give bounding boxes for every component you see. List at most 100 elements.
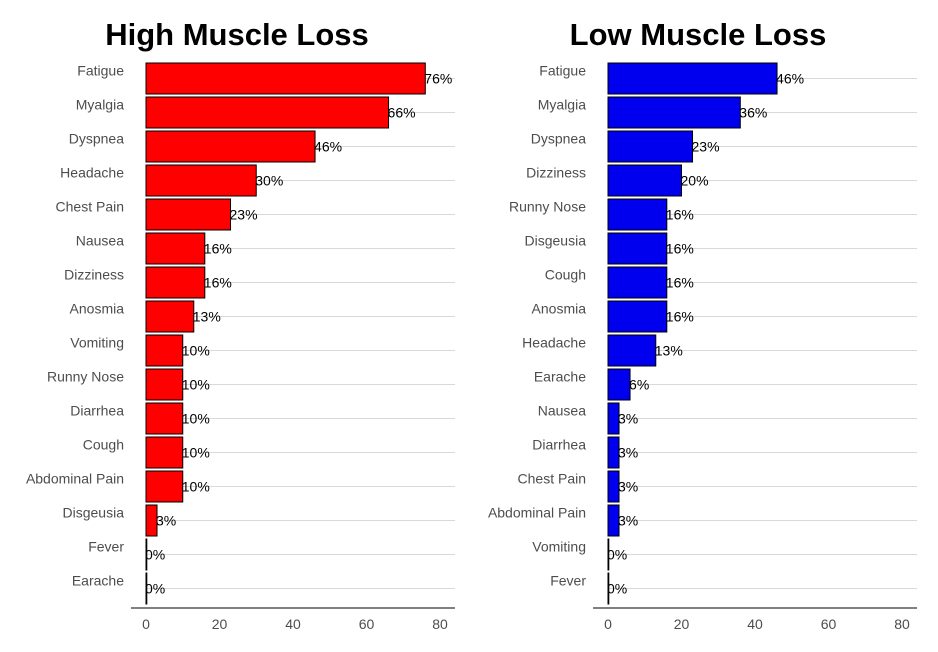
category-label: Myalgia <box>538 97 586 113</box>
category-label: Abdominal Pain <box>488 505 586 521</box>
high-muscle-loss-chart: High Muscle Loss Fatigue 76% Myalgia 66% Dys… <box>26 17 455 632</box>
bar <box>607 232 668 265</box>
category-label: Fatigue <box>539 63 586 79</box>
x-tick-label: 20 <box>674 616 690 632</box>
value-label: 3% <box>156 513 176 529</box>
bar <box>607 164 682 197</box>
value-label: 3% <box>618 411 638 427</box>
category-label: Myalgia <box>76 97 124 113</box>
labels: Fatigue 76% Myalgia 66% Dyspnea 46% Headache 30… <box>26 63 452 597</box>
category-label: Disgeusia <box>63 505 125 521</box>
bars <box>607 62 778 605</box>
value-label: 23% <box>692 139 720 155</box>
bar <box>145 368 184 401</box>
bar <box>145 334 184 367</box>
value-label: 66% <box>388 105 416 121</box>
bar <box>145 436 184 469</box>
bar <box>145 470 184 503</box>
low-muscle-loss-chart: Low Muscle Loss Fatigue 46% Myalgia 36% Dysp… <box>488 17 917 632</box>
x-tick-label: 40 <box>285 616 301 632</box>
value-label: 16% <box>666 275 694 291</box>
x-tick-label: 60 <box>821 616 837 632</box>
bar <box>607 130 694 163</box>
value-label: 0% <box>607 581 627 597</box>
value-label: 13% <box>193 309 221 325</box>
category-label: Earache <box>534 369 586 385</box>
category-label: Fever <box>550 573 586 589</box>
bar <box>145 504 158 537</box>
bar <box>145 402 184 435</box>
category-label: Nausea <box>538 403 586 419</box>
value-label: 0% <box>607 547 627 563</box>
x-tick-label: 40 <box>747 616 763 632</box>
category-label: Headache <box>522 335 586 351</box>
bar <box>607 266 668 299</box>
bar <box>607 436 620 469</box>
bar <box>607 538 610 571</box>
bar <box>607 572 610 605</box>
chart-title: Low Muscle Loss <box>570 17 827 52</box>
value-label: 0% <box>145 581 165 597</box>
category-label: Abdominal Pain <box>26 471 124 487</box>
bar <box>145 62 426 95</box>
category-label: Chest Pain <box>56 199 124 215</box>
value-label: 10% <box>182 445 210 461</box>
value-label: 6% <box>629 377 649 393</box>
bar <box>607 198 668 231</box>
value-label: 3% <box>618 445 638 461</box>
x-tick-label: 0 <box>142 616 150 632</box>
category-label: Headache <box>60 165 124 181</box>
bar <box>607 470 620 503</box>
category-label: Vomiting <box>70 335 124 351</box>
value-label: 16% <box>666 207 694 223</box>
gridlines <box>608 78 917 589</box>
bar <box>145 198 232 231</box>
bar <box>607 96 741 129</box>
category-label: Disgeusia <box>525 233 587 249</box>
value-label: 46% <box>314 139 342 155</box>
category-label: Dizziness <box>64 267 124 283</box>
value-label: 20% <box>681 173 709 189</box>
value-label: 23% <box>230 207 258 223</box>
bar <box>145 300 195 333</box>
bar <box>607 368 631 401</box>
chart-title: High Muscle Loss <box>105 17 369 52</box>
labels: Fatigue 46% Myalgia 36% Dyspnea 23% Dizziness 2… <box>488 63 804 597</box>
x-axis-ticks: 0 20 40 60 80 <box>604 616 910 632</box>
category-label: Anosmia <box>532 301 587 317</box>
category-label: Cough <box>545 267 586 283</box>
value-label: 0% <box>145 547 165 563</box>
category-label: Chest Pain <box>518 471 586 487</box>
bar <box>145 572 148 605</box>
value-label: 10% <box>182 479 210 495</box>
category-label: Dizziness <box>526 165 586 181</box>
category-label: Anosmia <box>70 301 125 317</box>
category-label: Nausea <box>76 233 124 249</box>
value-label: 30% <box>255 173 283 189</box>
value-label: 36% <box>739 105 767 121</box>
value-label: 13% <box>655 343 683 359</box>
category-label: Fatigue <box>77 63 124 79</box>
category-label: Diarrhea <box>532 437 586 453</box>
x-tick-label: 20 <box>212 616 228 632</box>
category-label: Dyspnea <box>531 131 586 147</box>
bar <box>607 334 657 367</box>
bar <box>145 266 206 299</box>
category-label: Fever <box>88 539 124 555</box>
bar <box>145 538 148 571</box>
value-label: 46% <box>776 71 804 87</box>
category-label: Dyspnea <box>69 131 124 147</box>
x-tick-label: 0 <box>604 616 612 632</box>
bar <box>145 232 206 265</box>
bar <box>145 96 390 129</box>
bar <box>607 402 620 435</box>
x-tick-label: 60 <box>359 616 375 632</box>
x-tick-label: 80 <box>894 616 910 632</box>
category-label: Vomiting <box>532 539 586 555</box>
bar <box>145 130 316 163</box>
bar <box>607 62 778 95</box>
value-label: 3% <box>618 479 638 495</box>
x-axis-ticks: 0 20 40 60 80 <box>142 616 448 632</box>
value-label: 76% <box>424 71 452 87</box>
